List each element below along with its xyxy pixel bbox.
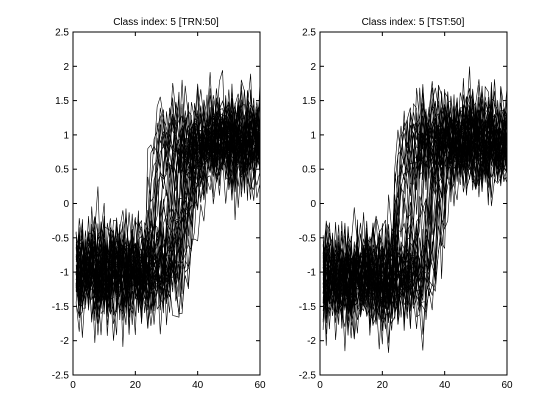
y-tick-label: 2 <box>63 62 69 73</box>
series-line <box>75 87 261 314</box>
y-tick-label: 2.5 <box>55 28 69 39</box>
y-tick-label: 1.5 <box>302 96 316 107</box>
series-line <box>75 95 261 306</box>
y-tick-label: -0.5 <box>299 233 317 244</box>
series-line <box>322 115 508 320</box>
chart-panel-test: Class index: 5 [TST:50] -2.5 -2 -1.5 -1 -0.5… <box>299 17 513 391</box>
series-line <box>322 79 508 326</box>
series-line <box>322 78 508 319</box>
y-tick-label: -1.5 <box>299 302 317 313</box>
series-line <box>75 85 261 320</box>
series-line <box>75 101 261 341</box>
y-tick-label: 0 <box>310 199 316 210</box>
y-tick-label: -1 <box>307 268 316 279</box>
y-tick-label: -2.5 <box>299 371 317 382</box>
series-line <box>75 143 261 321</box>
series-line <box>75 98 261 300</box>
y-tick-label: 0.5 <box>55 165 69 176</box>
x-tick-label: 60 <box>254 380 266 391</box>
x-tick-label: 60 <box>501 380 513 391</box>
y-tick-label: 2 <box>310 62 316 73</box>
x-tick-label: 20 <box>377 380 389 391</box>
y-tick-label: 1.5 <box>55 96 69 107</box>
x-tick-label: 0 <box>70 380 76 391</box>
y-tick-label: -1.5 <box>52 302 70 313</box>
series-line <box>322 97 508 300</box>
x-tick-label: 0 <box>317 380 323 391</box>
series-line <box>75 90 261 313</box>
plot-frame <box>72 31 261 376</box>
series-line <box>322 91 508 314</box>
chart-panel-train: Class index: 5 [TRN:50] -2.5 -2 -1.5 -1 -0.5… <box>52 17 266 391</box>
chart-title: Class index: 5 [TST:50] <box>362 17 465 28</box>
y-tick-label: 0 <box>63 199 69 210</box>
y-tick-label: -0.5 <box>52 233 70 244</box>
plot-frame <box>319 31 508 376</box>
y-tick-label: -2 <box>60 336 69 347</box>
y-tick-label: -2 <box>307 336 316 347</box>
series-line <box>322 86 508 309</box>
x-tick-label: 20 <box>130 380 142 391</box>
x-tick-label: 40 <box>439 380 451 391</box>
series-line <box>322 98 508 334</box>
y-tick-label: -1 <box>60 268 69 279</box>
chart-title: Class index: 5 [TRN:50] <box>113 17 219 28</box>
series-line <box>75 103 261 309</box>
y-tick-label: 1 <box>63 130 69 141</box>
y-tick-label: 1 <box>310 130 316 141</box>
series-line <box>322 116 508 325</box>
series-lines <box>75 70 261 347</box>
y-tick-label: 2.5 <box>302 28 316 39</box>
series-line <box>75 73 261 306</box>
x-tick-label: 40 <box>192 380 204 391</box>
y-tick-label: -2.5 <box>52 371 70 382</box>
series-lines <box>322 66 508 353</box>
series-line <box>75 107 261 336</box>
y-tick-label: 0.5 <box>302 165 316 176</box>
